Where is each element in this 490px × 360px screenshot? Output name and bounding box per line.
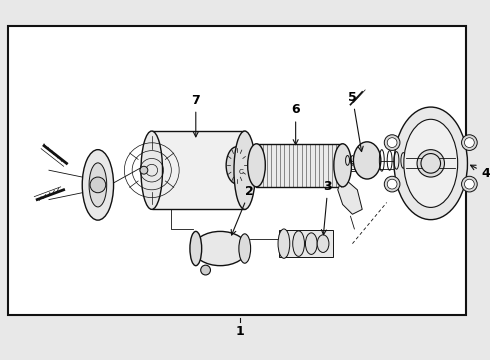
Ellipse shape	[462, 176, 477, 192]
Bar	[8, 26, 466, 315]
Ellipse shape	[305, 233, 317, 255]
Text: 6: 6	[292, 103, 300, 145]
Ellipse shape	[317, 235, 329, 252]
Ellipse shape	[190, 231, 202, 266]
Ellipse shape	[353, 142, 381, 179]
Ellipse shape	[394, 107, 467, 220]
Circle shape	[387, 179, 397, 189]
Ellipse shape	[239, 234, 250, 263]
Ellipse shape	[89, 163, 107, 207]
Ellipse shape	[234, 131, 255, 210]
Bar	[249, 162, 261, 178]
Ellipse shape	[384, 176, 400, 192]
Text: 5: 5	[348, 91, 363, 152]
Circle shape	[201, 265, 211, 275]
Ellipse shape	[293, 231, 304, 256]
Text: 7: 7	[192, 94, 200, 137]
Text: 4: 4	[470, 165, 490, 180]
Ellipse shape	[278, 229, 290, 258]
Text: 1: 1	[236, 325, 244, 338]
Ellipse shape	[82, 150, 114, 220]
Ellipse shape	[462, 135, 477, 150]
Ellipse shape	[417, 150, 444, 177]
Circle shape	[90, 177, 106, 193]
Ellipse shape	[404, 119, 458, 207]
Ellipse shape	[226, 147, 247, 184]
Circle shape	[465, 179, 474, 189]
Text: 2: 2	[231, 185, 254, 235]
Circle shape	[465, 138, 474, 148]
Ellipse shape	[141, 131, 163, 210]
Ellipse shape	[247, 144, 265, 187]
Polygon shape	[338, 177, 362, 214]
Bar	[279, 230, 333, 257]
Bar	[152, 131, 245, 210]
Bar	[256, 144, 343, 187]
Circle shape	[140, 166, 148, 174]
Text: 3: 3	[321, 180, 332, 235]
Circle shape	[387, 138, 397, 148]
Text: C: C	[239, 169, 243, 175]
Circle shape	[421, 154, 441, 173]
Ellipse shape	[384, 135, 400, 150]
Ellipse shape	[194, 231, 247, 266]
Ellipse shape	[334, 144, 351, 187]
